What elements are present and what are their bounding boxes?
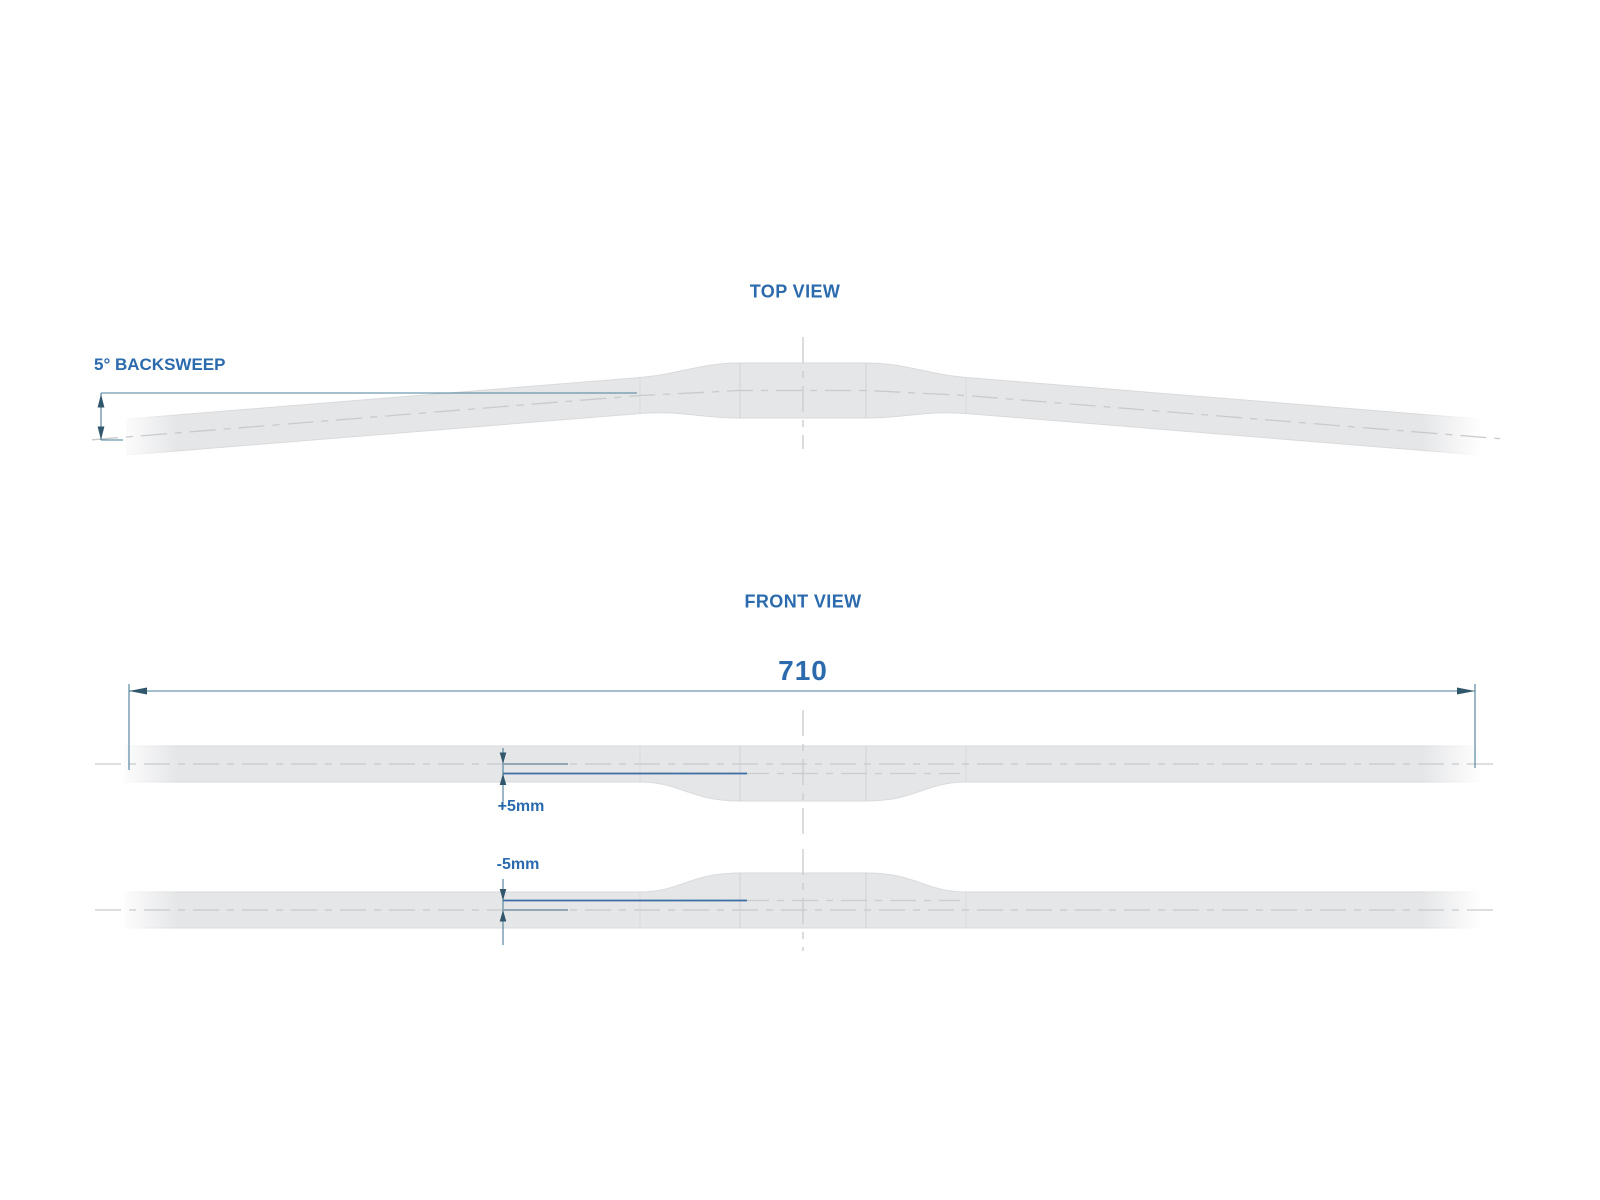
backsweep-dimension (97, 392, 637, 441)
rise-minus-arrow-down-icon (499, 889, 507, 901)
backsweep-arrow-up-icon (97, 394, 105, 408)
rise-minus-arrow-up-icon (499, 910, 507, 922)
width-dimension-value: 710 (778, 655, 828, 686)
rise-plus-dimension (499, 748, 747, 809)
width-arrow-left-icon (129, 687, 147, 695)
width-arrow-right-icon (1457, 687, 1475, 695)
rise-minus-dimension (499, 879, 747, 945)
bar-end-fades (118, 352, 1482, 934)
rise-plus-arrow-down-icon (499, 752, 507, 764)
width-dimension (128, 684, 1476, 770)
backsweep-arrow-down-icon (97, 426, 105, 440)
rise-plus-label: +5mm (497, 798, 545, 815)
backsweep-label: 5° BACKSWEEP (94, 355, 226, 374)
top-view-horizontal-centerline (91, 389, 1501, 441)
rise-plus-arrow-up-icon (499, 773, 507, 785)
top-view-title: TOP VIEW (749, 281, 841, 302)
rise-minus-label: -5mm (496, 856, 540, 873)
front-view-title: FRONT VIEW (744, 591, 862, 612)
